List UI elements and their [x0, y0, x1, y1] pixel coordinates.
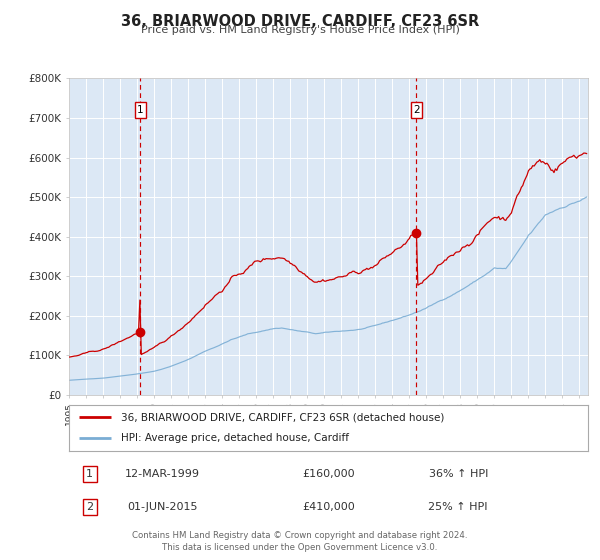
Text: Contains HM Land Registry data © Crown copyright and database right 2024.: Contains HM Land Registry data © Crown c…	[132, 531, 468, 540]
Text: 36% ↑ HPI: 36% ↑ HPI	[428, 469, 488, 479]
Text: 1: 1	[137, 105, 144, 115]
Text: 01-JUN-2015: 01-JUN-2015	[127, 502, 197, 512]
Text: This data is licensed under the Open Government Licence v3.0.: This data is licensed under the Open Gov…	[163, 543, 437, 552]
Text: 2: 2	[86, 502, 94, 512]
Text: 2: 2	[413, 105, 420, 115]
Text: 36, BRIARWOOD DRIVE, CARDIFF, CF23 6SR (detached house): 36, BRIARWOOD DRIVE, CARDIFF, CF23 6SR (…	[121, 412, 444, 422]
Text: Price paid vs. HM Land Registry's House Price Index (HPI): Price paid vs. HM Land Registry's House …	[140, 25, 460, 35]
Text: 12-MAR-1999: 12-MAR-1999	[125, 469, 200, 479]
Text: £160,000: £160,000	[302, 469, 355, 479]
Text: 36, BRIARWOOD DRIVE, CARDIFF, CF23 6SR: 36, BRIARWOOD DRIVE, CARDIFF, CF23 6SR	[121, 14, 479, 29]
Text: 1: 1	[86, 469, 93, 479]
Text: £410,000: £410,000	[302, 502, 355, 512]
Text: HPI: Average price, detached house, Cardiff: HPI: Average price, detached house, Card…	[121, 433, 349, 444]
Text: 25% ↑ HPI: 25% ↑ HPI	[428, 502, 488, 512]
